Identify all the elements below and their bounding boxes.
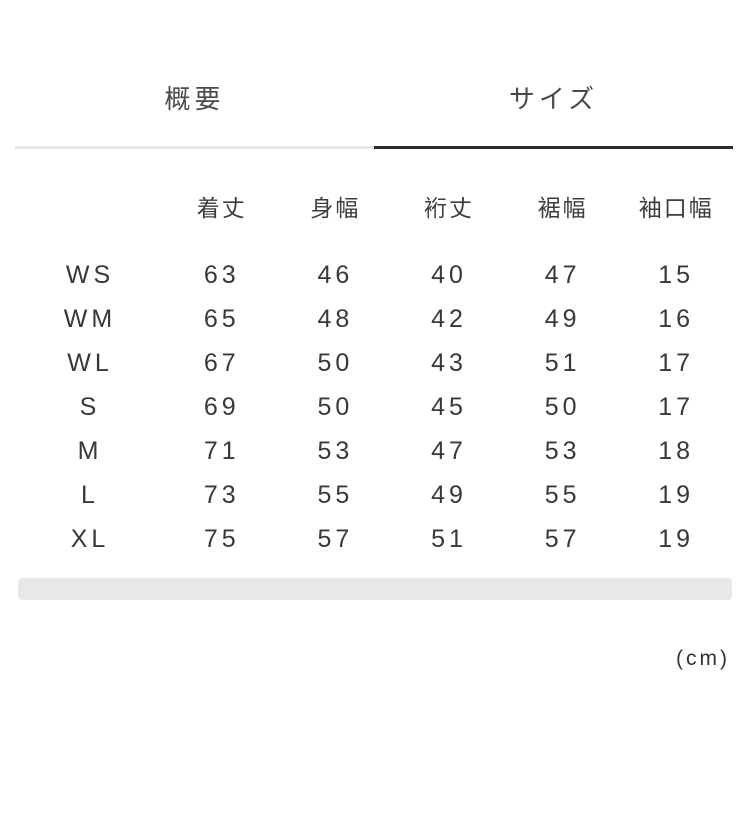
value-cell: 16 (658, 304, 695, 333)
value-cell: 67 (203, 348, 240, 377)
table-row: XL 75 57 51 57 19 (15, 517, 733, 561)
value-cell: 15 (658, 260, 695, 289)
value-cell: 48 (317, 304, 354, 333)
table-row: L 73 55 49 55 19 (15, 473, 733, 517)
column-header-cell: 着丈 (196, 195, 247, 221)
column-header-cell: 身幅 (310, 195, 361, 221)
column-header-cell: 袖口幅 (638, 195, 714, 221)
unit-note: (cm) (676, 647, 730, 670)
tab-size-label: サイズ (508, 84, 599, 114)
value-cell: 75 (203, 524, 240, 553)
table-row: M 71 53 47 53 18 (15, 429, 733, 473)
value-cell: 49 (431, 480, 467, 509)
value-cell: 57 (544, 524, 581, 553)
value-cell: 17 (658, 348, 695, 377)
value-cell: 46 (317, 260, 354, 289)
value-cell: 49 (544, 304, 581, 333)
value-cell: 53 (317, 436, 354, 465)
value-cell: 50 (544, 392, 581, 421)
value-cell: 50 (317, 348, 354, 377)
value-cell: 18 (658, 436, 695, 465)
size-label-cell: M (77, 436, 103, 465)
column-header-cell: 裾幅 (537, 195, 588, 221)
column-header-cell: 裄丈 (423, 195, 474, 221)
tab-overview[interactable]: 概要 (15, 85, 374, 149)
value-cell: 51 (544, 348, 581, 377)
size-table-header: 着丈 身幅 裄丈 裾幅 袖口幅 (15, 184, 733, 228)
value-cell: 57 (317, 524, 354, 553)
value-cell: 17 (658, 392, 695, 421)
table-row: S 69 50 45 50 17 (15, 385, 733, 429)
size-label-cell: WL (67, 348, 113, 377)
value-cell: 65 (203, 304, 240, 333)
value-cell: 47 (544, 260, 581, 289)
size-label-cell: XL (70, 524, 110, 553)
value-cell: 19 (658, 480, 695, 509)
value-cell: 19 (658, 524, 695, 553)
value-cell: 55 (544, 480, 581, 509)
value-cell: 40 (431, 260, 467, 289)
value-cell: 51 (431, 524, 467, 553)
tab-overview-label: 概要 (164, 84, 225, 114)
size-label-cell: WM (63, 304, 117, 333)
value-cell: 55 (317, 480, 354, 509)
table-row: WM 65 48 42 49 16 (15, 297, 733, 341)
value-cell: 63 (203, 260, 240, 289)
size-table-body: WS 63 46 40 47 15 WM 65 48 42 49 16 WL 67 50 43 51 17 S 69 5… (15, 253, 733, 561)
horizontal-scrollbar-track (18, 578, 732, 600)
size-label-cell: S (79, 392, 101, 421)
tab-bar: 概要 サイズ (15, 85, 733, 149)
value-cell: 45 (431, 392, 467, 421)
value-cell: 43 (431, 348, 467, 377)
value-cell: 42 (431, 304, 467, 333)
value-cell: 50 (317, 392, 354, 421)
value-cell: 71 (203, 436, 240, 465)
size-label-cell: L (81, 480, 99, 509)
value-cell: 69 (203, 392, 240, 421)
value-cell: 47 (431, 436, 467, 465)
value-cell: 73 (203, 480, 240, 509)
table-row: WL 67 50 43 51 17 (15, 341, 733, 385)
table-row: WS 63 46 40 47 15 (15, 253, 733, 297)
tab-size[interactable]: サイズ (374, 85, 733, 149)
size-label-cell: WS (65, 260, 115, 289)
size-table: 着丈 身幅 裄丈 裾幅 袖口幅 WS 63 46 40 47 15 WM 65 48 42 49 16 WL 67… (15, 184, 733, 561)
value-cell: 53 (544, 436, 581, 465)
